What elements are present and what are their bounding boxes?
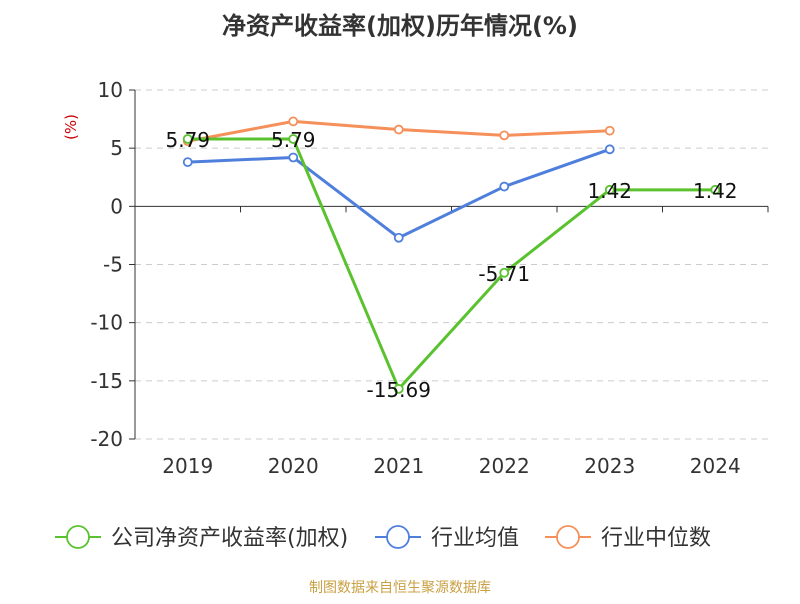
legend-item: 行业均值	[375, 525, 519, 551]
series-layer	[182, 116, 721, 394]
x-tick-label: 2021	[373, 454, 424, 478]
chart-title: 净资产收益率(加权)历年情况(%)	[222, 12, 578, 40]
legend: 公司净资产收益率(加权) 行业均值 行业中位数	[55, 525, 711, 551]
data-point	[393, 232, 404, 243]
source-note: 制图数据来自恒生聚源数据库	[309, 580, 491, 596]
legend-label: 行业均值	[431, 526, 519, 551]
y-axis-label: (%)	[62, 114, 80, 140]
y-tick-label: -20	[90, 427, 123, 451]
data-label: -15.69	[367, 378, 431, 402]
data-point	[499, 267, 510, 278]
data-label: -5.71	[478, 262, 530, 286]
x-tick-label: 2019	[162, 454, 213, 478]
data-point	[288, 152, 299, 163]
data-point	[393, 124, 404, 135]
y-tick-label: 5	[110, 136, 123, 160]
data-label: 5.79	[165, 128, 210, 152]
legend-item: 行业中位数	[545, 525, 711, 551]
data-point	[604, 144, 615, 155]
x-tick-label: 2023	[584, 454, 635, 478]
data-point	[393, 383, 404, 394]
y-tick-label: -5	[103, 253, 123, 277]
series-line-1	[187, 147, 611, 240]
legend-label: 公司净资产收益率(加权)	[111, 526, 348, 551]
y-tick-label: 10	[98, 78, 123, 102]
legend-label: 行业中位数	[601, 526, 711, 551]
data-point	[604, 184, 615, 195]
data-point	[288, 116, 299, 127]
legend-item: 公司净资产收益率(加权)	[55, 525, 348, 551]
data-label-layer: 5.79 5.79 -15.69 -5.71 1.42 1.42	[165, 128, 737, 402]
series-line-0	[187, 137, 716, 391]
axis-layer: 10 5 0 -5 -10 -15 -20 2019 2020 2021 2022 2023 2024	[90, 78, 769, 478]
legend-marker	[386, 525, 410, 549]
data-point	[499, 130, 510, 141]
y-tick-label: -15	[90, 369, 123, 393]
data-point	[499, 181, 510, 192]
grid-layer	[135, 89, 768, 440]
y-tick-label: 0	[110, 194, 123, 218]
data-point	[182, 157, 193, 168]
data-point	[182, 134, 193, 144]
data-label: 5.79	[271, 128, 316, 152]
x-tick-label: 2020	[268, 454, 319, 478]
legend-marker	[556, 525, 580, 549]
data-label: 1.42	[587, 179, 632, 203]
data-label: 1.42	[693, 179, 738, 203]
data-point	[288, 134, 299, 144]
x-tick-label: 2024	[690, 454, 741, 478]
data-point	[710, 184, 721, 195]
data-point	[604, 125, 615, 136]
y-tick-label: -10	[90, 311, 123, 335]
legend-marker	[66, 525, 90, 549]
x-tick-label: 2022	[479, 454, 530, 478]
